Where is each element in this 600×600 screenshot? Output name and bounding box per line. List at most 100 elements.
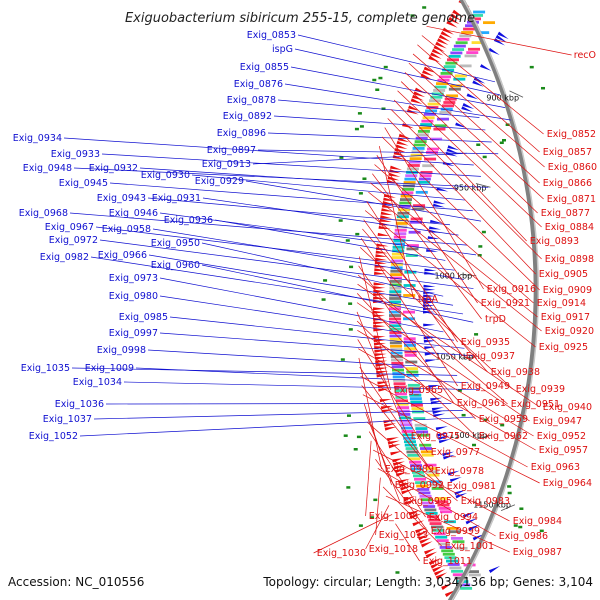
leader-line-right <box>356 320 476 437</box>
gene-label-right: Exig_0939 <box>516 384 565 395</box>
cog-band <box>406 167 419 171</box>
cog-band <box>416 133 429 137</box>
forward-gene-arrow <box>373 324 386 328</box>
gene-label-right: trpA <box>418 294 439 305</box>
cog-band <box>425 511 438 515</box>
rna-marker <box>323 279 328 282</box>
leader-line-left <box>245 180 482 222</box>
cog-band <box>410 464 423 467</box>
leader-line-left <box>169 316 465 349</box>
cog-band <box>436 500 449 504</box>
gene-label-left: Exig_0968 <box>19 208 68 219</box>
tick-line <box>509 90 524 98</box>
cog-band <box>391 252 404 256</box>
cog-band <box>394 228 407 232</box>
leader-line-right <box>385 495 510 553</box>
cog-band <box>414 423 427 427</box>
cog-band <box>389 324 402 328</box>
cog-band <box>397 211 410 215</box>
forward-gene-arrow <box>374 271 387 275</box>
leader-line-right <box>373 449 510 522</box>
cog-band <box>442 104 455 108</box>
leader-line-right <box>360 376 528 468</box>
leader-line-left <box>90 256 464 315</box>
reverse-gene-arrow <box>433 200 446 205</box>
gene-label-right: recO <box>574 50 596 61</box>
gene-label-left: Exig_0985 <box>119 312 168 323</box>
forward-gene-arrow <box>374 353 387 357</box>
cog-band <box>443 520 456 524</box>
reverse-gene-arrow <box>423 323 436 327</box>
cog-band <box>438 542 451 546</box>
reverse-gene-arrow <box>436 187 449 192</box>
cog-band <box>406 247 419 251</box>
rna-marker <box>373 498 378 502</box>
gene-label-left: Exig_0967 <box>45 222 94 233</box>
cog-band <box>399 419 412 423</box>
gene-label-right: Exig_0962 <box>479 431 528 442</box>
leader-line-right <box>313 514 393 554</box>
rna-marker <box>354 127 359 131</box>
cog-band <box>403 284 416 287</box>
forward-gene-arrow <box>413 91 426 98</box>
leader-line-right <box>376 155 478 304</box>
forward-gene-arrow <box>387 176 400 181</box>
gene-label-right: Exig_1018 <box>369 544 418 555</box>
gene-label-right: Exig_0917 <box>541 312 590 323</box>
forward-gene-arrow <box>401 489 414 495</box>
leader-line-left <box>257 149 499 155</box>
forward-gene-arrow <box>415 527 427 534</box>
reverse-gene-arrow <box>446 148 459 154</box>
rna-marker <box>357 112 362 115</box>
leader-line-right <box>358 348 536 451</box>
leader-line-right <box>362 228 488 373</box>
leader-line-left <box>123 381 480 391</box>
leader-line-right <box>378 145 414 300</box>
reverse-gene-arrow <box>424 268 437 272</box>
cog-band <box>389 290 402 294</box>
cog-band <box>439 510 452 514</box>
rna-marker <box>457 389 462 392</box>
gene-label-right: Exig_0940 <box>543 402 592 413</box>
cog-band <box>455 41 468 45</box>
gene-label-right: Exig_0898 <box>545 254 594 265</box>
forward-gene-arrow <box>420 73 433 80</box>
reverse-gene-arrow <box>442 161 455 167</box>
reverse-gene-arrow <box>428 385 441 389</box>
gene-label-right: Exig_0984 <box>513 516 562 527</box>
gene-label-left: Exig_0932 <box>89 163 138 174</box>
reverse-gene-arrow <box>432 203 445 208</box>
leader-line-right <box>390 108 542 260</box>
gene-label-left: Exig_0982 <box>40 252 89 263</box>
reverse-gene-arrow <box>424 346 437 350</box>
leader-line-left <box>284 83 511 121</box>
cog-band <box>418 180 431 184</box>
cog-band <box>410 403 423 407</box>
forward-gene-arrow <box>440 31 453 39</box>
leader-line-left <box>273 115 486 131</box>
forward-gene-arrow <box>392 154 405 160</box>
tick-label: 1150 kbp <box>473 501 511 510</box>
cog-band <box>454 74 467 78</box>
cog-band <box>471 41 484 44</box>
reverse-gene-arrow <box>449 477 462 483</box>
gene-label-right: Exig_0877 <box>541 208 590 219</box>
cog-band <box>404 350 417 354</box>
cog-band <box>438 507 451 510</box>
forward-gene-arrow <box>397 478 410 484</box>
leader-line-right <box>377 468 496 537</box>
forward-gene-arrow <box>396 140 409 146</box>
leader-line-left <box>267 132 492 143</box>
gene-label-right: Exig_1001 <box>445 541 494 552</box>
cog-band <box>426 147 439 151</box>
forward-gene-arrow <box>374 346 387 350</box>
reverse-gene-arrow <box>435 426 448 431</box>
gene-label-right: Exig_0961 <box>457 398 506 409</box>
forward-gene-arrow <box>416 530 429 537</box>
cog-band <box>463 27 476 31</box>
gene-label-left: Exig_0966 <box>98 250 147 261</box>
forward-gene-arrow <box>373 314 386 318</box>
cog-band <box>434 85 447 89</box>
rna-marker <box>370 516 375 519</box>
leader-line-right <box>395 523 420 562</box>
